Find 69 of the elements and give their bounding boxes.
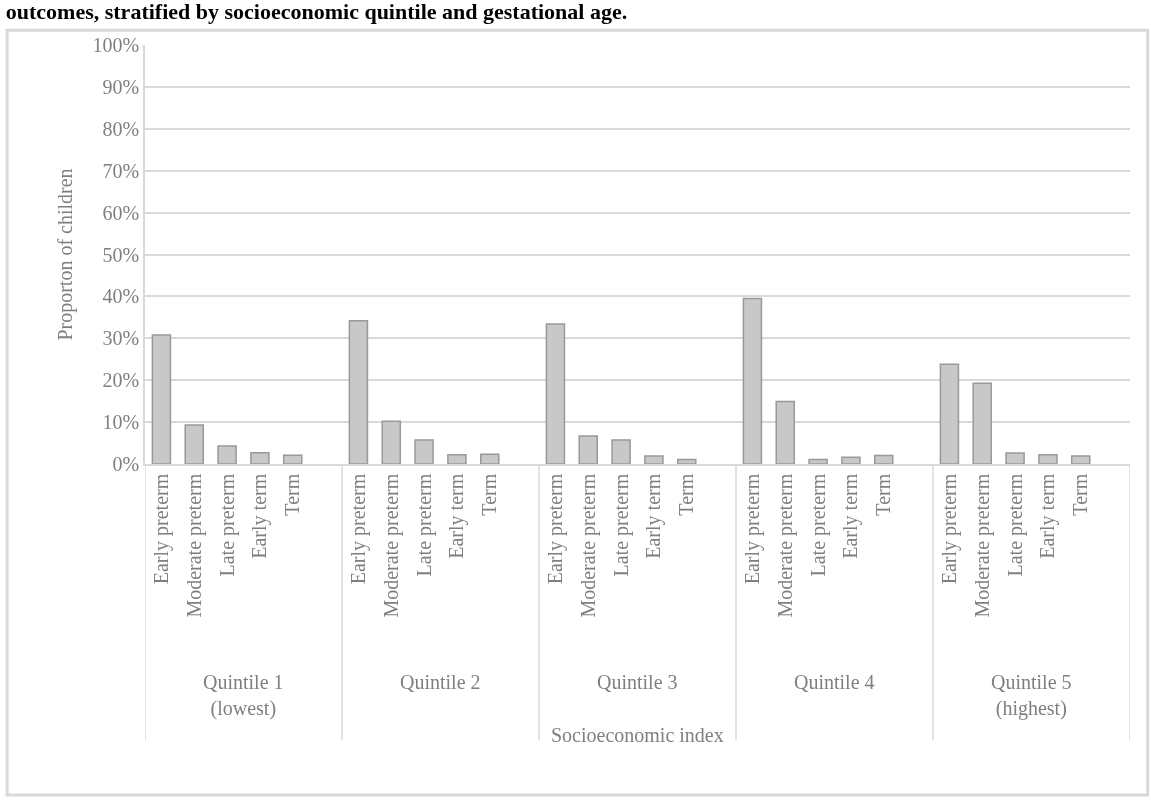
x-tick-label: Late preterm — [215, 473, 239, 577]
x-tick-label: Moderate preterm — [773, 473, 797, 618]
bar — [775, 400, 796, 464]
x-tick-label: Moderate preterm — [970, 473, 994, 618]
bar — [348, 319, 369, 464]
chart-title: outcomes, stratified by socioeconomic quintile and gestational age. — [5, 0, 628, 25]
text: Quintile 2 — [400, 671, 481, 693]
bar — [578, 435, 599, 464]
y-tick-label: 30% — [102, 327, 140, 350]
y-tick-label: 0% — [112, 453, 140, 475]
x-tick-label: Late preterm — [412, 473, 436, 577]
x-tick-label: Term — [478, 473, 501, 516]
bar — [873, 454, 894, 464]
x-tick-label: Early preterm — [346, 473, 370, 585]
bar — [676, 458, 697, 464]
bar — [611, 439, 631, 464]
bar — [1070, 455, 1091, 464]
y-tick-label: 70% — [102, 159, 140, 182]
bar — [644, 455, 664, 464]
x-tick-label: Moderate preterm — [576, 473, 600, 618]
y-tick-label: 80% — [102, 117, 140, 140]
bar — [282, 454, 303, 464]
x-tick-label: Early term — [445, 473, 469, 559]
text: Socioeconomic index — [551, 724, 724, 746]
text: Quintile 5 (highest) — [991, 671, 1072, 720]
bar — [479, 453, 500, 464]
bar — [151, 334, 172, 464]
bar — [1038, 454, 1058, 464]
bar — [939, 363, 960, 464]
y-tick-label: 10% — [102, 411, 140, 434]
x-tick-label: Late preterm — [609, 473, 633, 577]
bar — [545, 323, 566, 464]
bar — [381, 420, 402, 464]
x-tick-label: Early term — [642, 473, 666, 559]
bar — [841, 456, 861, 464]
bar — [972, 382, 993, 464]
x-tick-label: Early term — [1036, 473, 1060, 559]
text: Quintile 1 (lowest) — [203, 671, 284, 720]
y-tick-label: 60% — [102, 201, 140, 224]
bar — [250, 451, 270, 464]
x-tick-label: Term — [872, 473, 895, 516]
x-tick-label: Moderate preterm — [182, 473, 206, 618]
bar — [447, 454, 467, 464]
x-tick-label: Term — [281, 473, 304, 516]
x-tick-label: Term — [675, 473, 698, 516]
y-tick-label: 50% — [102, 243, 140, 266]
y-tick-label: 90% — [102, 75, 140, 98]
bar — [742, 297, 763, 464]
x-tick-label: Term — [1069, 473, 1092, 516]
x-tick-label: Early preterm — [149, 473, 173, 585]
x-tick-label: Moderate preterm — [379, 473, 403, 618]
bar — [184, 424, 205, 464]
x-tick-label: Late preterm — [806, 473, 830, 577]
y-tick-label: 40% — [102, 285, 140, 308]
x-tick-label: Early preterm — [937, 473, 961, 585]
text: Quintile 3 — [597, 671, 678, 693]
bar — [1005, 452, 1025, 464]
x-tick-label: Early preterm — [543, 473, 567, 585]
x-tick-label: Early preterm — [740, 473, 764, 585]
x-tick-label: Early term — [839, 473, 863, 559]
bar — [808, 458, 828, 464]
bar — [414, 439, 434, 464]
x-tick-label: Early term — [248, 473, 272, 559]
x-tick-label: Late preterm — [1003, 473, 1027, 577]
bar — [217, 445, 237, 464]
text: Quintile 4 — [794, 671, 875, 693]
y-tick-label: 100% — [92, 34, 140, 56]
y-tick-label: 20% — [102, 369, 140, 392]
y-axis-title: Proporton of children — [53, 168, 77, 341]
